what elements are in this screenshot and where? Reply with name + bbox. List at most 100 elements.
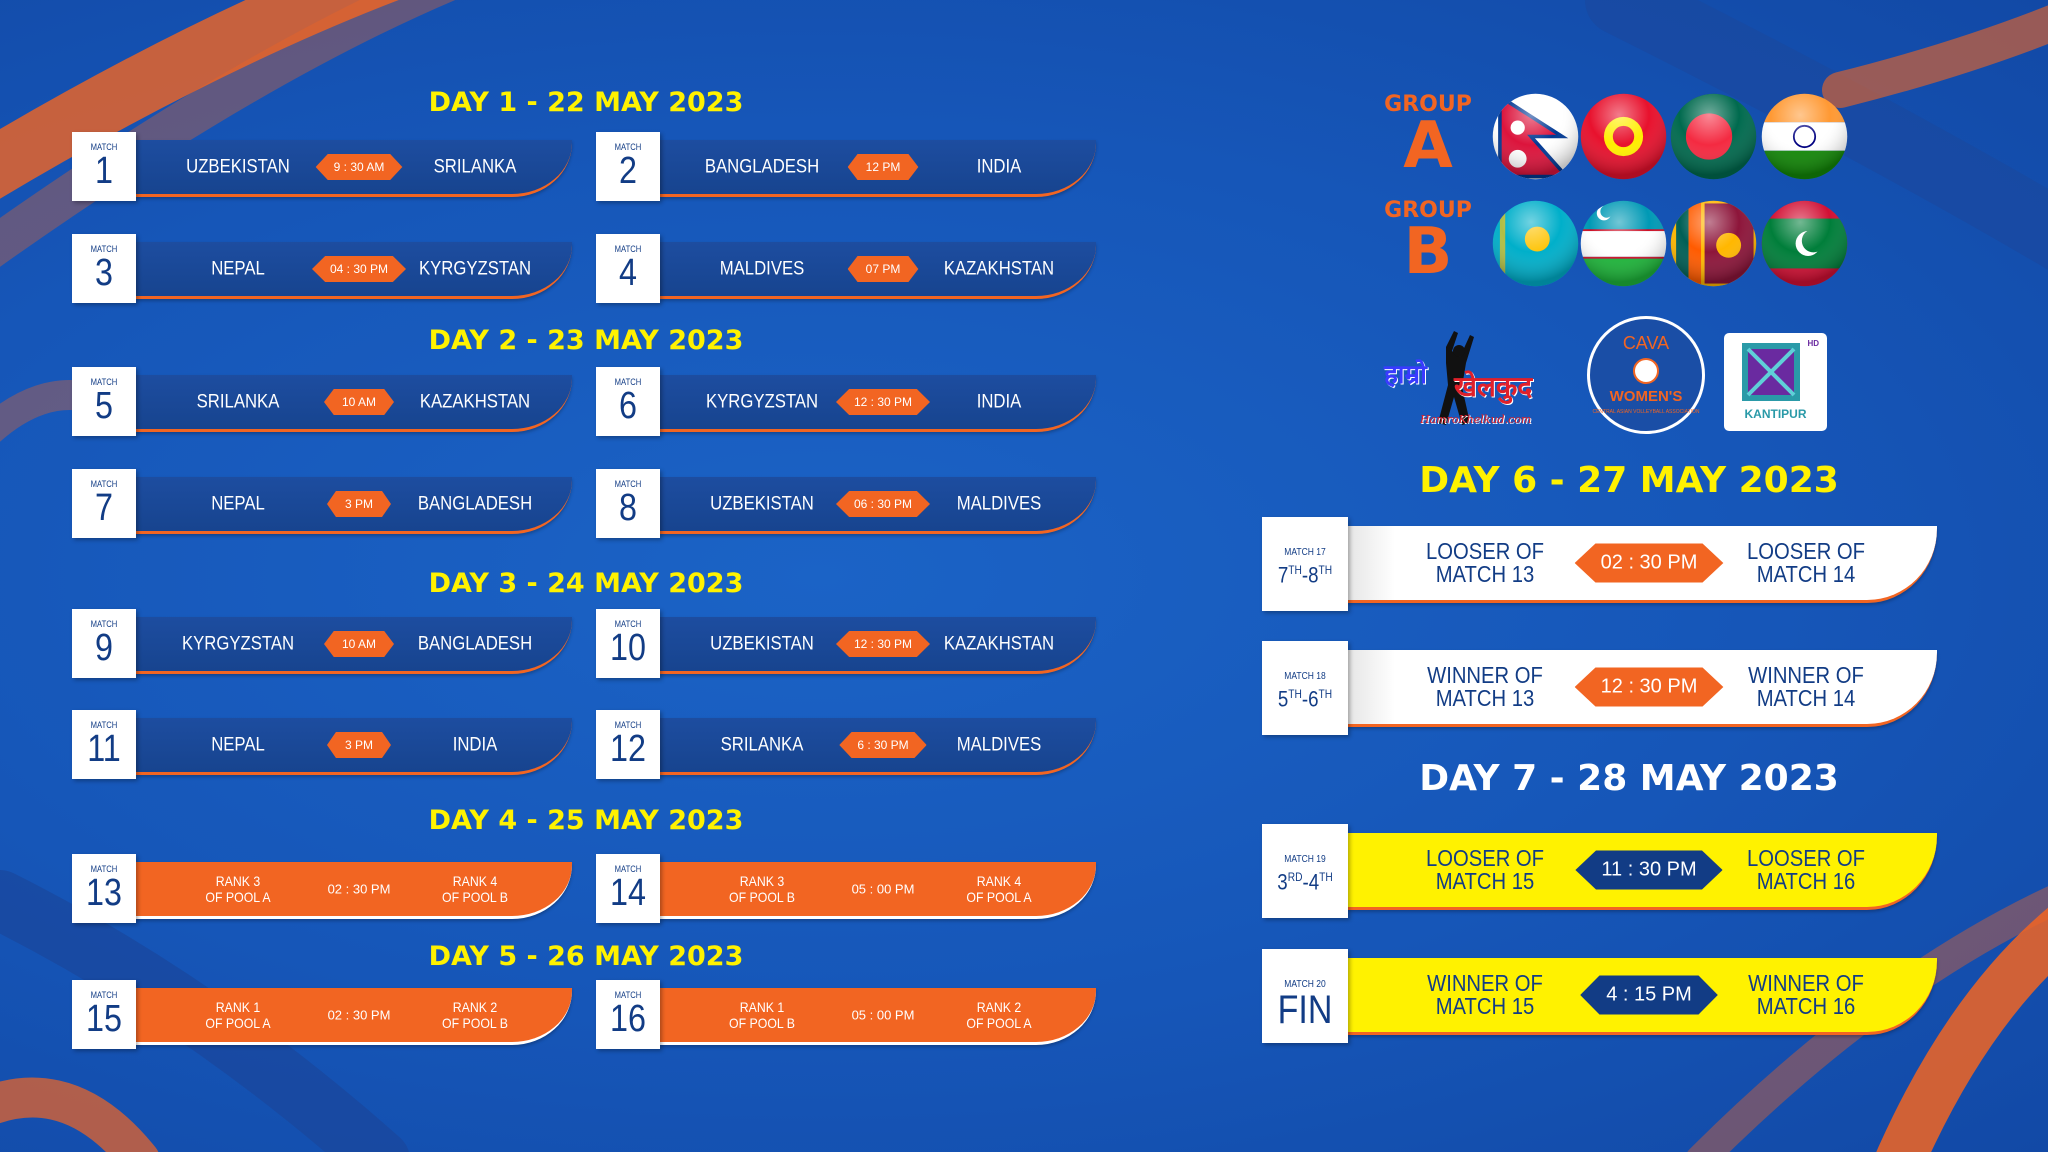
match-time: 6 : 30 PM bbox=[839, 732, 927, 758]
kazakhstan-flag-icon bbox=[1491, 199, 1580, 288]
day-title: DAY 4 - 25 MAY 2023 bbox=[428, 805, 744, 836]
match-bar: BANGLADESH 12 PM INDIA bbox=[660, 140, 1096, 197]
match-label: MATCH bbox=[90, 142, 118, 152]
match-time: 4 : 15 PM bbox=[1580, 975, 1718, 1015]
team-1: MALDIVES bbox=[719, 258, 805, 280]
match-label: MATCH bbox=[90, 244, 118, 254]
team-1: RANK 3 OF POOL A bbox=[205, 873, 271, 905]
final-match-card: MATCH 17 7TH-8TH LOOSER OF MATCH 13 02 : 30… bbox=[1262, 517, 1942, 611]
match-time: 3 PM bbox=[326, 491, 392, 517]
match-card: MATCH 9 KYRGYZSTAN 10 AM BANGLADESH bbox=[72, 609, 572, 678]
team-2: INDIA bbox=[976, 391, 1022, 413]
match-bar: NEPAL 3 PM BANGLADESH bbox=[136, 477, 572, 534]
match-number-box: MATCH 10 bbox=[596, 609, 660, 678]
nepal-flag-icon bbox=[1491, 92, 1580, 181]
logo-text: CENTRAL ASIAN VOLLEYBALL ASSOCIATION bbox=[1592, 409, 1700, 415]
match-label: MATCH 19 bbox=[1284, 854, 1326, 865]
match-label: MATCH bbox=[614, 720, 642, 730]
team-2: RANK 2 OF POOL B bbox=[442, 999, 508, 1031]
team-1: NEPAL bbox=[211, 493, 265, 515]
match-bar: MALDIVES 07 PM KAZAKHSTAN bbox=[660, 242, 1096, 299]
team-2: INDIA bbox=[976, 156, 1022, 178]
match-number: 10 bbox=[610, 627, 646, 669]
match-number-box: MATCH 12 bbox=[596, 710, 660, 779]
day-title: DAY 1 - 22 MAY 2023 bbox=[428, 87, 744, 118]
match-label: MATCH bbox=[614, 142, 642, 152]
team-2: KAZAKHSTAN bbox=[943, 258, 1055, 280]
match-time: 04 : 30 PM bbox=[311, 256, 407, 282]
match-number-box: MATCH 3 bbox=[72, 234, 136, 303]
match-label: MATCH bbox=[90, 479, 118, 489]
team-2: WINNER OF MATCH 16 bbox=[1748, 970, 1864, 1019]
team-1: NEPAL bbox=[211, 258, 265, 280]
match-time: 12 : 30 PM bbox=[835, 389, 931, 415]
place-a-suffix: RD bbox=[1287, 870, 1303, 884]
match-number: 11 bbox=[87, 728, 121, 770]
match-time: 02 : 30 PM bbox=[1574, 543, 1724, 583]
match-number-box: MATCH 11 bbox=[72, 710, 136, 779]
group-a-label: GROUP A bbox=[1372, 94, 1484, 179]
match-time: 05 : 00 PM bbox=[851, 1007, 915, 1023]
logo-text: हाम्रो bbox=[1384, 360, 1427, 390]
place-a: 5 bbox=[1277, 686, 1289, 712]
placement-label: 5TH-6TH bbox=[1268, 682, 1341, 711]
match-label: MATCH bbox=[614, 864, 642, 874]
match-time: 02 : 30 PM bbox=[327, 881, 391, 897]
team-1: RANK 1 OF POOL B bbox=[729, 999, 795, 1031]
match-label: MATCH bbox=[614, 377, 642, 387]
match-number: 7 bbox=[95, 487, 113, 529]
logo-text: KANTIPUR bbox=[1744, 407, 1807, 421]
final-match-card: MATCH 19 3RD-4TH LOOSER OF MATCH 15 11 : 30… bbox=[1262, 824, 1942, 918]
match-number-box: MATCH 8 bbox=[596, 469, 660, 538]
match-bar: LOOSER OF MATCH 15 11 : 30 PM LOOSER OF MA… bbox=[1348, 833, 1937, 910]
match-time: 05 : 00 PM bbox=[851, 881, 915, 897]
match-number-box: MATCH 2 bbox=[596, 132, 660, 201]
match-number-box: MATCH 17 7TH-8TH bbox=[1262, 517, 1348, 611]
match-label: MATCH bbox=[90, 720, 118, 730]
match-card: MATCH 7 NEPAL 3 PM BANGLADESH bbox=[72, 469, 572, 538]
logo-site: HamroKhelkud.com bbox=[1420, 413, 1532, 426]
match-card: MATCH 4 MALDIVES 07 PM KAZAKHSTAN bbox=[596, 234, 1096, 303]
team-1: SRILANKA bbox=[196, 391, 280, 413]
match-number-box: MATCH 19 3RD-4TH bbox=[1262, 824, 1348, 918]
team-2: LOOSER OF MATCH 14 bbox=[1746, 538, 1866, 587]
match-card: MATCH 15 RANK 1 OF POOL A 02 : 30 PM RANK 2 … bbox=[72, 980, 572, 1049]
match-number-box: MATCH 7 bbox=[72, 469, 136, 538]
team-1: BANGLADESH bbox=[704, 156, 820, 178]
team-2: MALDIVES bbox=[956, 734, 1042, 756]
place-a: 7 bbox=[1277, 562, 1289, 588]
match-card: MATCH 14 RANK 3 OF POOL B 05 : 00 PM RANK 4 … bbox=[596, 854, 1096, 923]
match-number-box: MATCH 6 bbox=[596, 367, 660, 436]
team-1: UZBEKISTAN bbox=[710, 633, 814, 655]
group-letter: B bbox=[1403, 215, 1453, 289]
match-card: MATCH 5 SRILANKA 10 AM KAZAKHSTAN bbox=[72, 367, 572, 436]
match-number-box: MATCH 16 bbox=[596, 980, 660, 1049]
match-card: MATCH 12 SRILANKA 6 : 30 PM MALDIVES bbox=[596, 710, 1096, 779]
place-a-suffix: TH bbox=[1288, 563, 1302, 577]
team-1: KYRGYZSTAN bbox=[705, 391, 819, 413]
match-number: 6 bbox=[619, 385, 637, 427]
team-1: WINNER OF MATCH 15 bbox=[1427, 970, 1543, 1019]
match-number-box: MATCH 1 bbox=[72, 132, 136, 201]
day-title: DAY 7 - 28 MAY 2023 bbox=[1419, 758, 1839, 799]
match-card: MATCH 13 RANK 3 OF POOL A 02 : 30 PM RANK 4 … bbox=[72, 854, 572, 923]
match-card: MATCH 6 KYRGYZSTAN 12 : 30 PM INDIA bbox=[596, 367, 1096, 436]
match-number: 8 bbox=[619, 487, 637, 529]
match-bar: RANK 3 OF POOL A 02 : 30 PM RANK 4 OF POOL… bbox=[136, 862, 572, 919]
match-bar: UZBEKISTAN 9 : 30 AM SRILANKA bbox=[136, 140, 572, 197]
match-bar: RANK 1 OF POOL B 05 : 00 PM RANK 2 OF POOL… bbox=[660, 988, 1096, 1045]
match-label: MATCH bbox=[614, 990, 642, 1000]
team-2: KAZAKHSTAN bbox=[943, 633, 1055, 655]
logo-text: WOMEN'S bbox=[1609, 388, 1683, 405]
match-bar: RANK 1 OF POOL A 02 : 30 PM RANK 2 OF POOL… bbox=[136, 988, 572, 1045]
team-2: KAZAKHSTAN bbox=[419, 391, 531, 413]
match-label: MATCH 17 bbox=[1284, 547, 1326, 558]
hd-badge: HD bbox=[1807, 339, 1819, 348]
team-1: SRILANKA bbox=[720, 734, 804, 756]
match-card: MATCH 16 RANK 1 OF POOL B 05 : 00 PM RANK 2 … bbox=[596, 980, 1096, 1049]
match-number: 5 bbox=[95, 385, 113, 427]
match-card: MATCH 10 UZBEKISTAN 12 : 30 PM KAZAKHSTAN bbox=[596, 609, 1096, 678]
match-time: 9 : 30 AM bbox=[315, 154, 403, 180]
match-time: 12 : 30 PM bbox=[835, 631, 931, 657]
team-2: SRILANKA bbox=[433, 156, 517, 178]
